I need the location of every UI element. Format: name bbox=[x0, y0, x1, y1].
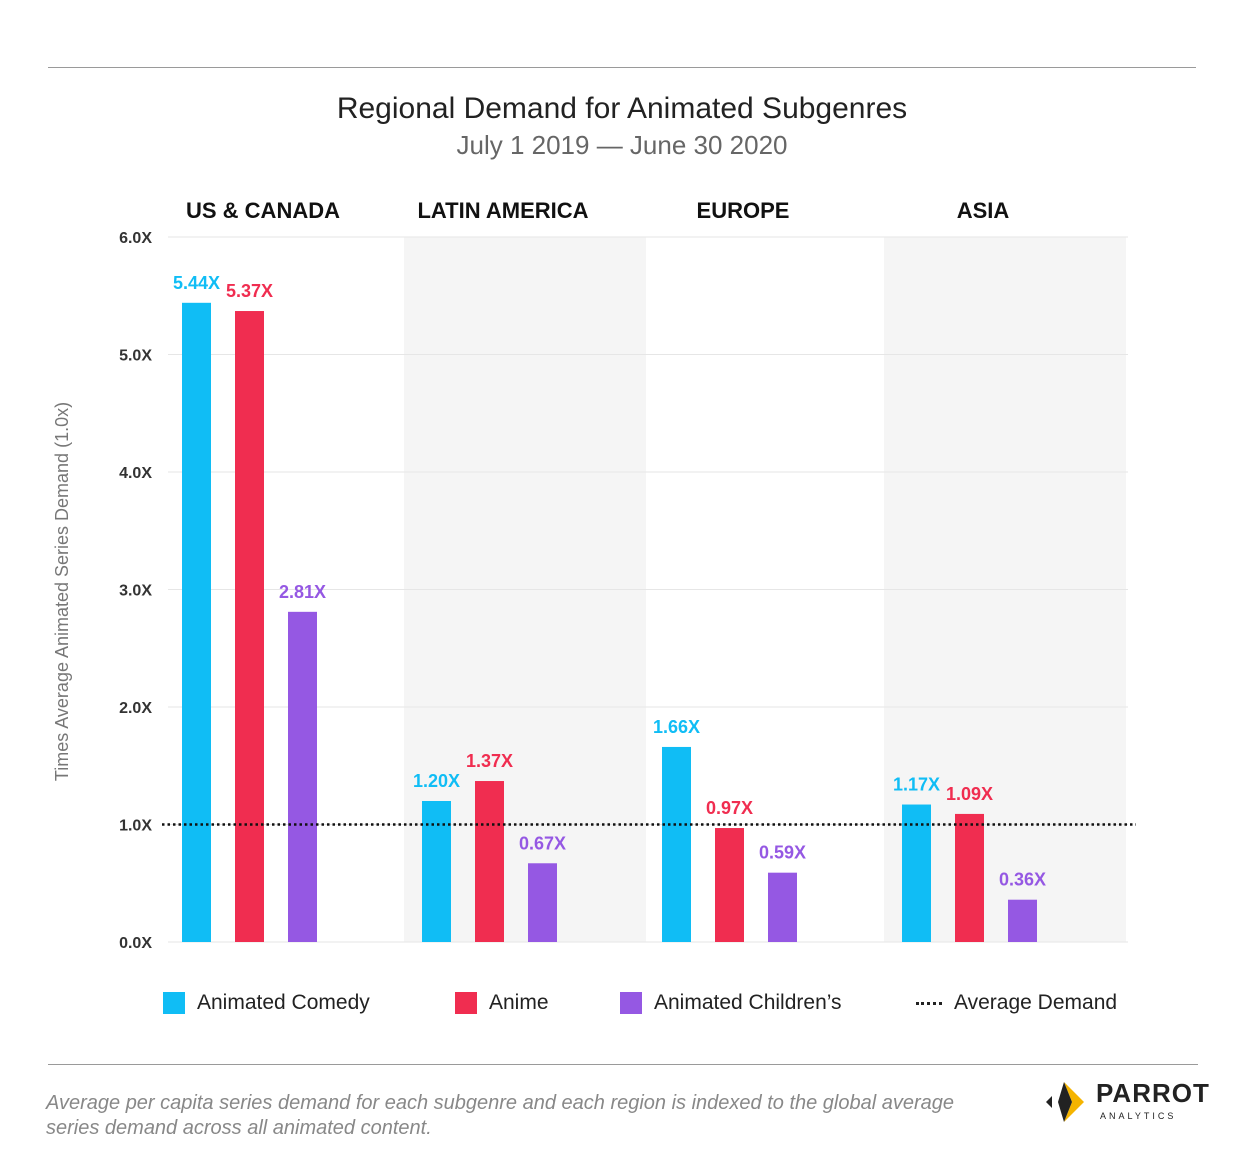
bar-animated-comedy-europe bbox=[662, 746, 691, 942]
bar-animated-comedy-asia bbox=[902, 804, 931, 942]
value-label-animated-children-s-asia: 0.36X bbox=[999, 870, 1046, 890]
legend-label-animated-childrens: Animated Children’s bbox=[654, 991, 842, 1014]
y-axis-label: Times Average Animated Series Demand (1.… bbox=[52, 402, 72, 781]
value-label-animated-children-s-latin-america: 0.67X bbox=[519, 833, 566, 853]
value-label-animated-comedy-latin-america: 1.20X bbox=[413, 771, 460, 791]
legend-item-average-demand: Average Demand bbox=[916, 988, 1117, 1018]
legend-label-animated-comedy: Animated Comedy bbox=[197, 991, 370, 1014]
value-label-animated-comedy-us-canada: 5.44X bbox=[173, 273, 220, 293]
bottom-divider bbox=[48, 1064, 1198, 1065]
legend-dotted-line-icon bbox=[916, 1001, 942, 1005]
logo-name: PARROT bbox=[1096, 1078, 1210, 1108]
y-tick-label-4: 4.0X bbox=[119, 465, 152, 482]
chart-subtitle: July 1 2019 — June 30 2020 bbox=[456, 130, 788, 160]
top-divider bbox=[48, 67, 1196, 68]
bar-animated-children-s-latin-america bbox=[528, 863, 557, 942]
value-label-animated-children-s-us-canada: 2.81X bbox=[279, 582, 326, 602]
parrot-analytics-logo: PARROT ANALYTICS bbox=[1040, 1076, 1209, 1128]
y-tick-label-1: 1.0X bbox=[119, 818, 152, 835]
value-label-anime-asia: 1.09X bbox=[946, 784, 993, 804]
value-label-anime-us-canada: 5.37X bbox=[226, 281, 273, 301]
bar-animated-children-s-europe bbox=[768, 872, 797, 942]
region-label-latin-america: LATIN AMERICA bbox=[417, 198, 588, 223]
bar-animated-children-s-us-canada bbox=[288, 611, 317, 942]
footnote: Average per capita series demand for eac… bbox=[46, 1092, 955, 1139]
bar-anime-us-canada bbox=[235, 311, 264, 942]
bar-anime-europe bbox=[715, 828, 744, 942]
legend-label-average-demand: Average Demand bbox=[954, 991, 1118, 1014]
value-label-anime-europe: 0.97X bbox=[706, 798, 753, 818]
y-tick-label-2: 2.0X bbox=[119, 700, 152, 717]
bar-animated-comedy-us-canada bbox=[182, 302, 211, 942]
region-label-us-canada: US & CANADA bbox=[186, 198, 340, 223]
y-tick-label-0: 0.0X bbox=[119, 935, 152, 952]
bar-animated-comedy-latin-america bbox=[422, 801, 451, 942]
region-label-europe: EUROPE bbox=[697, 198, 790, 223]
logo-tagline: ANALYTICS bbox=[1100, 1111, 1177, 1121]
parrot-logo-icon bbox=[1046, 1082, 1084, 1122]
bar-anime-latin-america bbox=[475, 781, 504, 942]
y-tick-label-5: 5.0X bbox=[119, 348, 152, 365]
chart-title: Regional Demand for Animated Subgenres bbox=[336, 92, 908, 125]
legend-item-anime: Anime bbox=[455, 988, 549, 1018]
legend-swatch-animated-childrens bbox=[620, 992, 642, 1014]
y-tick-label-3: 3.0X bbox=[119, 583, 152, 600]
bar-anime-asia bbox=[955, 813, 984, 942]
legend-label-anime: Anime bbox=[489, 991, 549, 1014]
legend-swatch-anime bbox=[455, 992, 477, 1014]
value-label-animated-comedy-europe: 1.66X bbox=[653, 717, 700, 737]
legend-item-animated-childrens: Animated Children’s bbox=[620, 988, 842, 1018]
y-tick-label-6: 6.0X bbox=[119, 230, 152, 247]
value-label-anime-latin-america: 1.37X bbox=[466, 751, 513, 771]
bar-animated-children-s-asia bbox=[1008, 899, 1037, 942]
value-label-animated-comedy-asia: 1.17X bbox=[893, 775, 940, 795]
bar-chart: 0.0X 1.0X 2.0X 3.0X 4.0X 5.0X 6.0X Times Averag… bbox=[52, 198, 1136, 952]
legend-swatch-animated-comedy bbox=[163, 992, 185, 1014]
legend-item-animated-comedy: Animated Comedy bbox=[163, 988, 370, 1018]
value-label-animated-children-s-europe: 0.59X bbox=[759, 843, 806, 863]
region-label-asia: ASIA bbox=[957, 198, 1010, 223]
